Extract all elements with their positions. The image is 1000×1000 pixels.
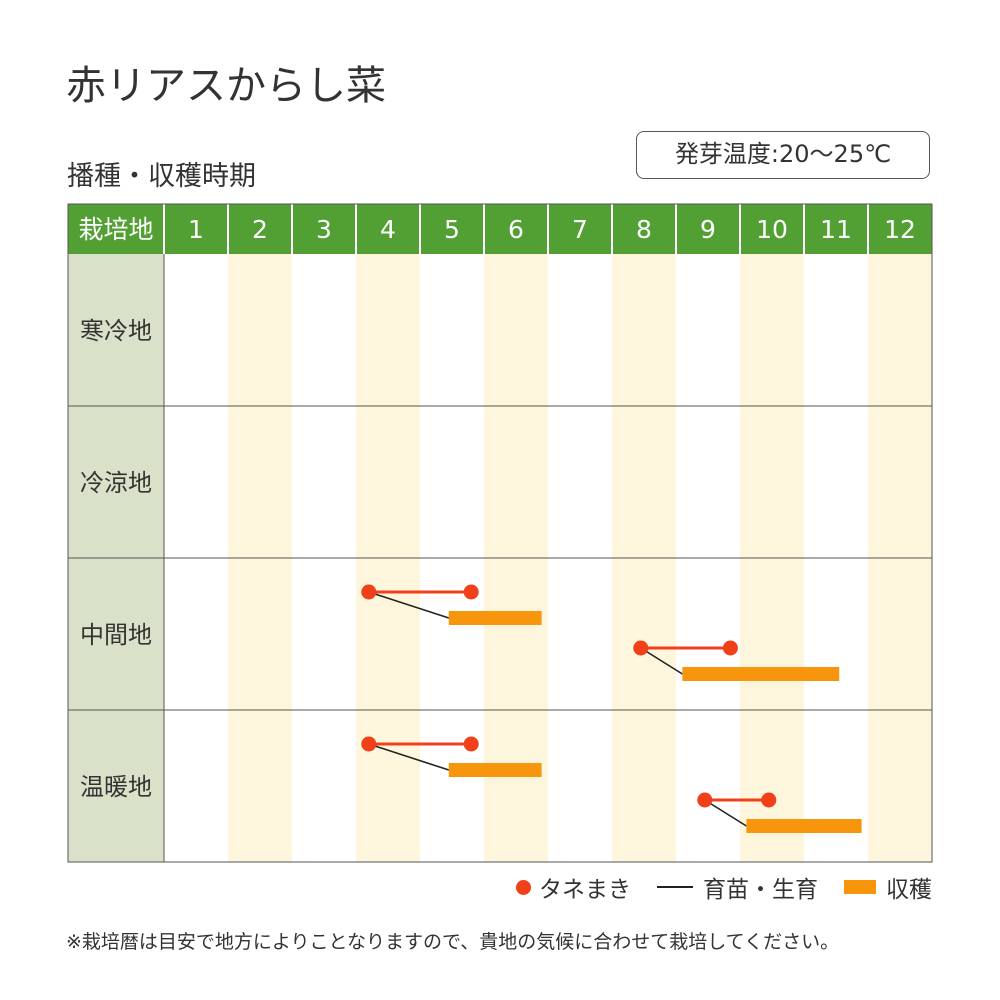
legend-harvest-label: 収穫	[886, 877, 932, 903]
sowing-end-point	[722, 640, 738, 656]
legend: タネまき 育苗・生育 収穫	[490, 869, 932, 905]
sowing-start-point	[633, 640, 649, 656]
sowing-end-point	[463, 736, 479, 752]
header-bar	[68, 204, 932, 254]
corner-label: 栽培地	[78, 215, 153, 244]
sowing-start-point	[361, 736, 377, 752]
nursery-line	[368, 743, 450, 771]
legend-sowing-label: タネまき	[539, 877, 631, 903]
sowing-end-point	[761, 792, 777, 808]
month-label: 6	[508, 215, 524, 244]
region-label: 中間地	[80, 621, 152, 649]
page-title: 赤リアスからし菜	[66, 63, 386, 109]
sowing-start-point	[361, 584, 377, 600]
region-label: 冷涼地	[80, 469, 152, 497]
month-label: 4	[380, 215, 396, 244]
footnote: ※栽培暦は目安で地方によりことなりますので、貴地の気候に合わせて栽培してください…	[66, 931, 840, 953]
region-label-cell	[68, 254, 164, 406]
nursery-line	[368, 591, 450, 619]
harvest-bar	[448, 763, 542, 777]
sowing-dot-icon	[516, 879, 531, 895]
harvest-bar	[448, 611, 542, 625]
region-label-cell	[68, 710, 164, 862]
harvest-bar	[682, 667, 840, 681]
nursery-line-icon	[657, 886, 693, 888]
month-label: 8	[636, 215, 652, 244]
month-label: 12	[884, 215, 916, 244]
nursery-line	[640, 647, 683, 675]
harvest-bar-icon	[844, 880, 876, 894]
germination-temperature-badge: 発芽温度:20～25℃	[636, 131, 930, 179]
month-label: 7	[572, 215, 588, 244]
table-border	[67, 203, 933, 863]
month-label: 5	[444, 215, 460, 244]
harvest-bar	[746, 819, 862, 833]
month-label: 10	[756, 215, 788, 244]
legend-sowing: タネまき	[516, 870, 631, 904]
legend-nursery: 育苗・生育	[657, 870, 818, 904]
region-label-cell	[68, 406, 164, 558]
region-label: 寒冷地	[80, 317, 152, 345]
nursery-line	[704, 799, 747, 827]
legend-nursery-label: 育苗・生育	[703, 877, 818, 903]
chart-subtitle: 播種・収穫時期	[67, 161, 256, 192]
month-label: 9	[700, 215, 716, 244]
region-label-cell	[68, 558, 164, 710]
legend-harvest: 収穫	[844, 870, 932, 904]
month-label: 1	[188, 215, 204, 244]
month-label: 11	[820, 215, 852, 244]
region-label: 温暖地	[80, 773, 152, 801]
month-label: 3	[316, 215, 332, 244]
month-label: 2	[252, 215, 268, 244]
sowing-start-point	[697, 792, 713, 808]
sowing-end-point	[463, 584, 479, 600]
